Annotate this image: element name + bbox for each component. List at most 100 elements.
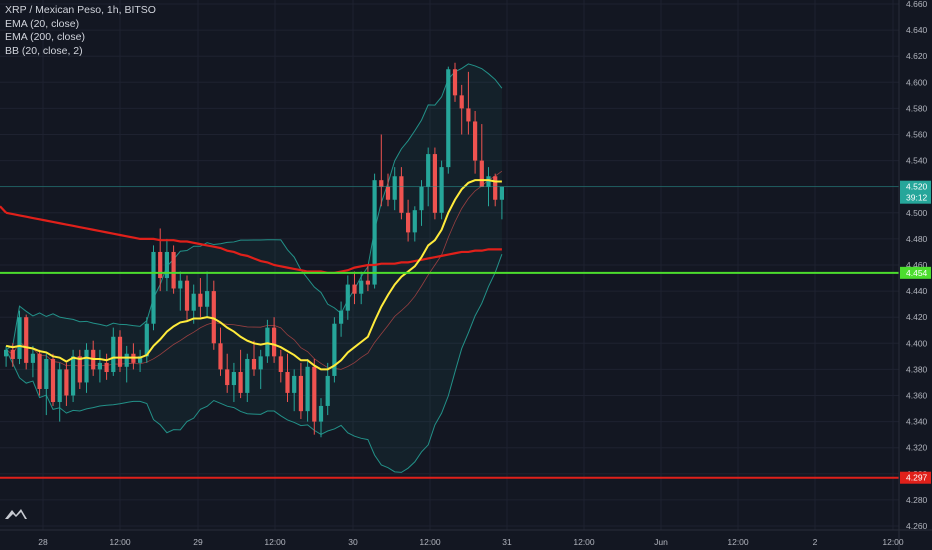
candle-body [64,369,69,396]
candle-body [486,176,491,187]
candle [473,111,478,174]
candle-body [265,327,270,357]
candle [499,186,504,220]
price-tick-label: 4.580 [906,103,928,113]
candle-body [365,280,370,285]
candle-body [44,358,49,389]
time-tick-label: 12:00 [727,537,749,547]
time-tick-label: Jun [654,537,668,547]
candle [278,349,283,383]
candle [385,173,391,207]
candle [365,265,370,292]
candle-body [392,176,397,200]
candle-body [77,356,82,383]
legend-ema200[interactable]: EMA (200, close) [5,31,85,43]
candle-body [164,251,169,279]
candle-body [345,284,350,311]
candle [406,199,411,242]
price-tick-label: 4.560 [906,130,928,140]
time-tick-label: 29 [193,537,203,547]
candle [332,317,337,383]
candle-body [272,327,277,357]
candle [104,353,109,380]
price-tick-label: 4.260 [906,521,928,531]
candle [77,349,82,389]
last-price-badge-bg [900,180,931,204]
price-tick-label: 4.340 [906,417,928,427]
candle-body [104,362,109,373]
tradingview-logo-icon[interactable] [4,505,28,523]
candle [412,206,417,242]
candle-body [473,121,478,161]
candle [452,62,458,102]
price-tick-label: 4.540 [906,156,928,166]
candle-body [178,280,183,289]
candles [4,62,504,438]
price-tick-label: 4.380 [906,364,928,374]
candle [211,280,216,350]
lower-level-badge-bg [900,471,931,484]
bb-lower-line [5,253,503,473]
horizontal-levels [0,186,899,479]
candle-body [372,180,377,285]
candle [238,349,243,399]
price-tick-label: 4.620 [906,51,928,61]
ema20-line [5,179,502,371]
time-axis [0,530,932,550]
candle-body [71,356,76,396]
candle [379,134,384,207]
price-tick-label: 4.400 [906,338,928,348]
candle [372,173,377,289]
candle [258,349,263,389]
candle-body [50,358,56,403]
candle [305,358,310,422]
candle-body [312,366,317,422]
candle [37,349,42,396]
legend-ema20[interactable]: EMA (20, close) [5,17,80,30]
candle [312,358,317,435]
candle [352,271,357,305]
candle [4,345,9,367]
candle-body [24,317,29,363]
candle-body [419,186,424,211]
candle-body [466,108,471,122]
candle [245,353,250,403]
candle [171,245,176,294]
candle [191,284,196,324]
price-tick-label: 4.460 [906,260,928,270]
last-price-badge-text: 39:12 [906,193,928,203]
candle-body [225,369,230,386]
candle-body [452,69,458,96]
candle-body [4,349,9,357]
candle-body [191,293,196,311]
candle [459,84,464,135]
candle [359,271,364,305]
candle-body [298,375,303,412]
candle [84,343,89,393]
candle-body [30,353,35,363]
candle-body [412,210,417,233]
candle-body [218,343,223,370]
support-badge: 4.454 [900,266,931,279]
candle [298,362,303,419]
candle-body [399,176,404,213]
candle [272,317,277,363]
candle-body [37,353,42,389]
candle-body [231,372,236,386]
price-tick-label: 4.500 [906,208,928,218]
candle-body [184,280,190,311]
candle [205,271,210,318]
last-price-badge-text: 4.520 [906,182,928,192]
candle-body [352,284,357,294]
legend: XRP / Mexican Peso, 1h, BITSO EMA (20, c… [5,4,156,58]
candle [97,349,102,383]
candle-body [111,336,116,373]
candle [151,245,156,331]
candle-body [158,251,163,279]
time-tick-label: 31 [502,537,512,547]
legend-bb[interactable]: BB (20, close, 2) [5,44,83,57]
candle [231,362,236,403]
candle-body [84,349,89,383]
